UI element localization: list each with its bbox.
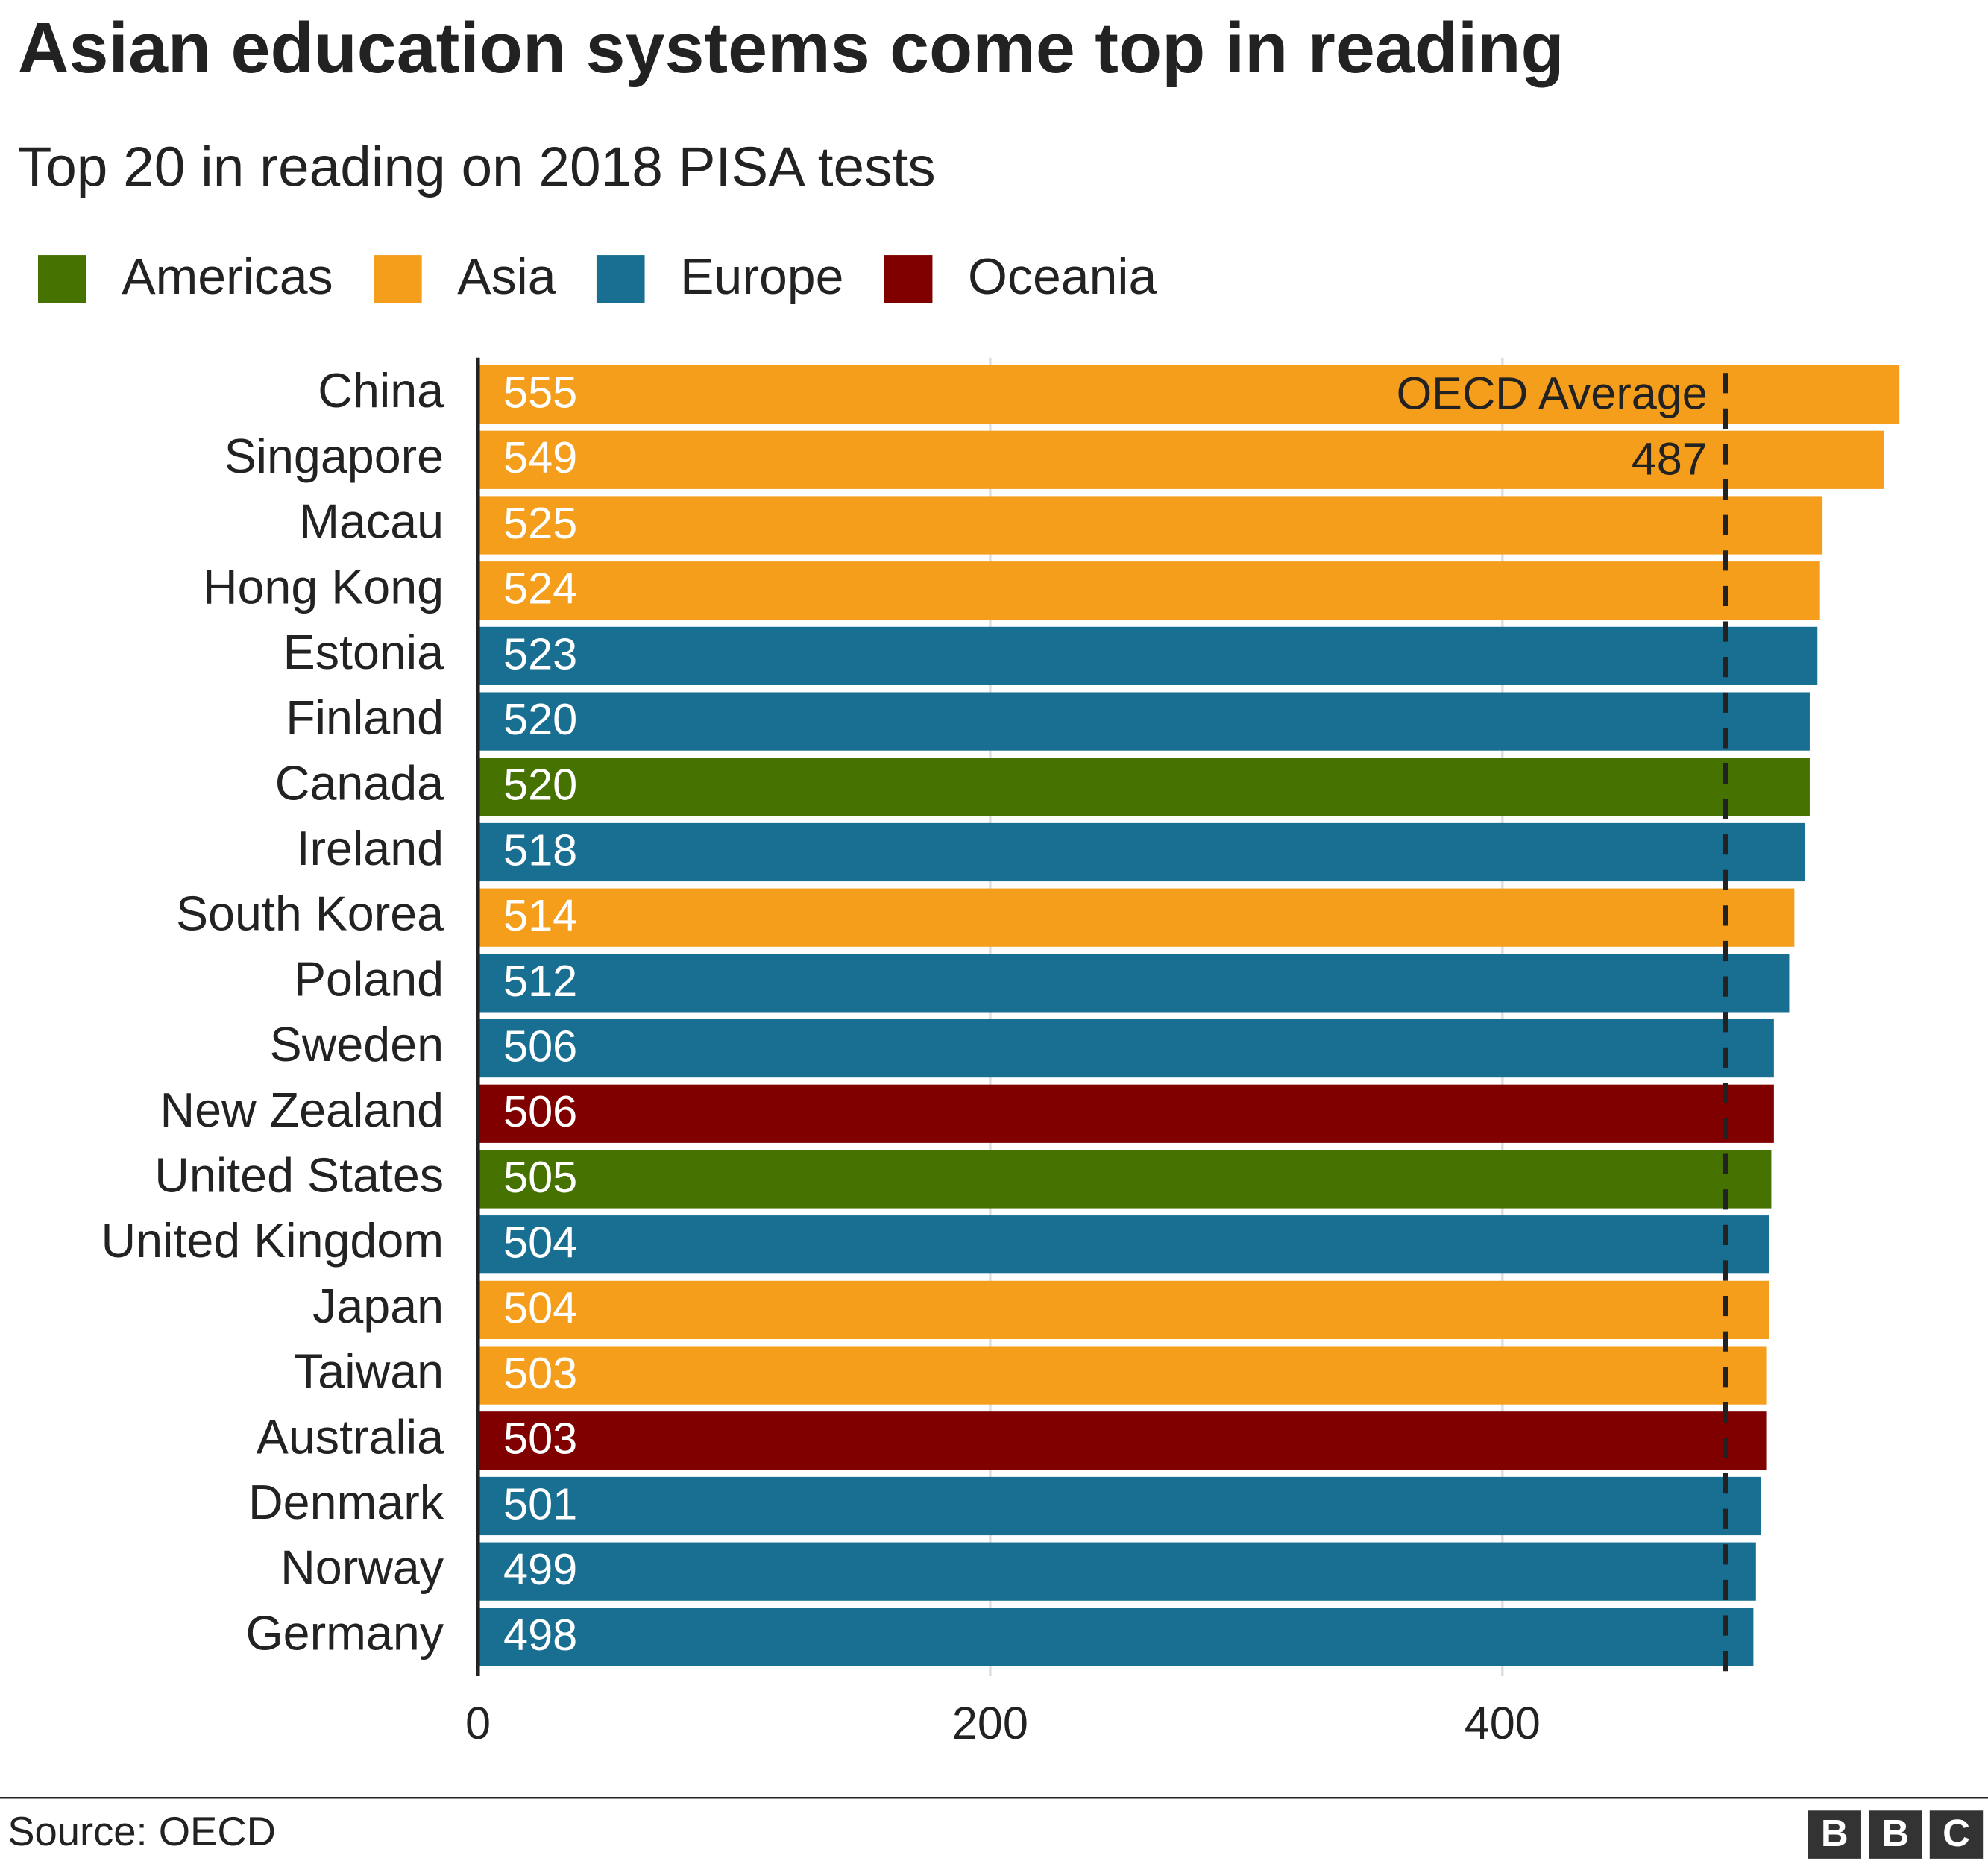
bar [477,1084,1774,1143]
y-tick-label: Finland [286,691,444,745]
y-tick-label: Taiwan [294,1345,444,1399]
value-label: 503 [503,1414,577,1464]
value-label: 549 [503,432,577,482]
y-tick-label: Sweden [270,1018,444,1071]
bar [477,822,1805,882]
value-label: 514 [503,890,577,940]
bar [477,954,1790,1013]
y-tick-label: Japan [312,1279,444,1333]
legend-label: Europe [680,248,843,305]
legend-swatch [38,255,86,303]
legend-swatch [596,255,645,303]
value-label: 520 [503,760,577,810]
y-tick-label: Poland [294,952,444,1006]
logo-box [1929,1810,1984,1859]
bar [477,430,1884,489]
y-tick-label: Germany [245,1606,444,1660]
logo-box [1869,1810,1922,1859]
bar [477,365,1900,424]
value-label: 512 [503,956,577,1006]
y-tick-label: Ireland [297,822,444,875]
value-label: 503 [503,1348,577,1398]
value-label: 525 [503,498,577,548]
bar [477,888,1795,947]
chart-title: Asian education systems come top in read… [18,9,1564,88]
bar [477,1411,1767,1470]
value-label: 499 [503,1544,577,1594]
value-label: 523 [503,629,577,678]
logo-letter: B [1821,1812,1849,1854]
bar [477,1280,1769,1339]
legend-label: Americas [122,248,333,305]
bar [477,1542,1756,1601]
bar [477,626,1818,685]
reference-value: 487 [1632,433,1708,484]
bar [477,758,1810,816]
logo-letter: B [1881,1812,1909,1854]
logo-letter: C [1943,1812,1970,1854]
y-tick-label: Australia [257,1410,444,1464]
value-label: 518 [503,825,577,875]
bar [477,1215,1769,1274]
bar [477,1476,1761,1536]
value-label: 506 [503,1021,577,1071]
bar [477,692,1810,751]
bar [477,1346,1767,1405]
x-tick-label: 400 [1465,1698,1541,1748]
value-label: 505 [503,1152,577,1202]
value-label: 506 [503,1086,577,1136]
value-label: 504 [503,1218,577,1268]
value-label: 555 [503,368,577,418]
legend-swatch [374,255,422,303]
y-tick-label: Canada [275,756,444,810]
legend-label: Oceania [968,248,1157,305]
source: Source: OECD [7,1809,276,1854]
chart-subtitle: Top 20 in reading on 2018 PISA tests [18,136,936,198]
value-label: 498 [503,1610,577,1660]
value-label: 520 [503,694,577,744]
value-label: 501 [503,1479,577,1528]
y-tick-label: Macau [299,495,444,549]
reference-label: OECD Average [1397,368,1708,419]
bar [477,1608,1754,1666]
y-tick-label: Estonia [283,626,444,679]
y-tick-label: South Korea [176,887,444,941]
bar [477,561,1820,620]
x-tick-label: 0 [465,1698,491,1748]
legend-swatch [884,255,933,303]
logo-box [1808,1810,1861,1859]
y-tick-label: Singapore [224,429,444,483]
bar [477,496,1823,555]
x-tick-label: 200 [952,1698,1028,1748]
bar [477,1018,1774,1078]
y-tick-label: Hong Kong [203,560,444,614]
value-label: 524 [503,564,577,614]
y-tick-label: Denmark [248,1476,444,1529]
y-tick-label: United States [154,1149,444,1203]
y-tick-label: China [318,364,444,418]
value-label: 504 [503,1282,577,1332]
bar [477,1150,1772,1209]
y-tick-label: United Kingdom [101,1214,444,1268]
legend-label: Asia [457,248,556,305]
y-tick-label: Norway [280,1541,444,1595]
y-tick-label: New Zealand [160,1083,444,1137]
